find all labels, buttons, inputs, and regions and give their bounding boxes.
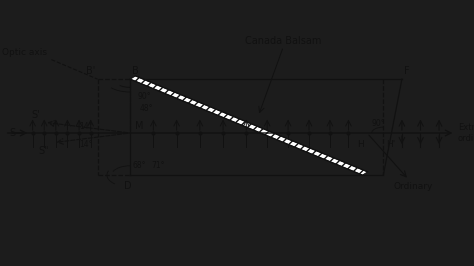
Text: B: B: [132, 66, 139, 76]
Text: 90°: 90°: [137, 92, 151, 101]
Text: 68°: 68°: [132, 161, 146, 171]
Text: 71°: 71°: [151, 161, 164, 171]
Text: M: M: [135, 121, 143, 131]
Text: Canada Balsam: Canada Balsam: [245, 36, 322, 46]
Text: S: S: [9, 128, 16, 138]
Text: 90°: 90°: [372, 119, 385, 128]
Text: S": S": [38, 146, 49, 156]
Polygon shape: [130, 76, 368, 175]
Text: Extra
ordinary: Extra ordinary: [457, 123, 474, 143]
Text: B': B': [86, 66, 95, 76]
Text: S': S': [31, 110, 40, 120]
Text: 48°: 48°: [139, 104, 153, 113]
Text: Ordinary: Ordinary: [394, 182, 433, 191]
Text: H: H: [357, 140, 364, 149]
Text: F: F: [404, 66, 410, 76]
Text: 14°: 14°: [79, 122, 92, 131]
Text: 14°: 14°: [79, 140, 92, 149]
Text: Optic axis: Optic axis: [2, 48, 47, 57]
Text: D: D: [124, 181, 132, 191]
Text: H': H': [386, 140, 395, 149]
